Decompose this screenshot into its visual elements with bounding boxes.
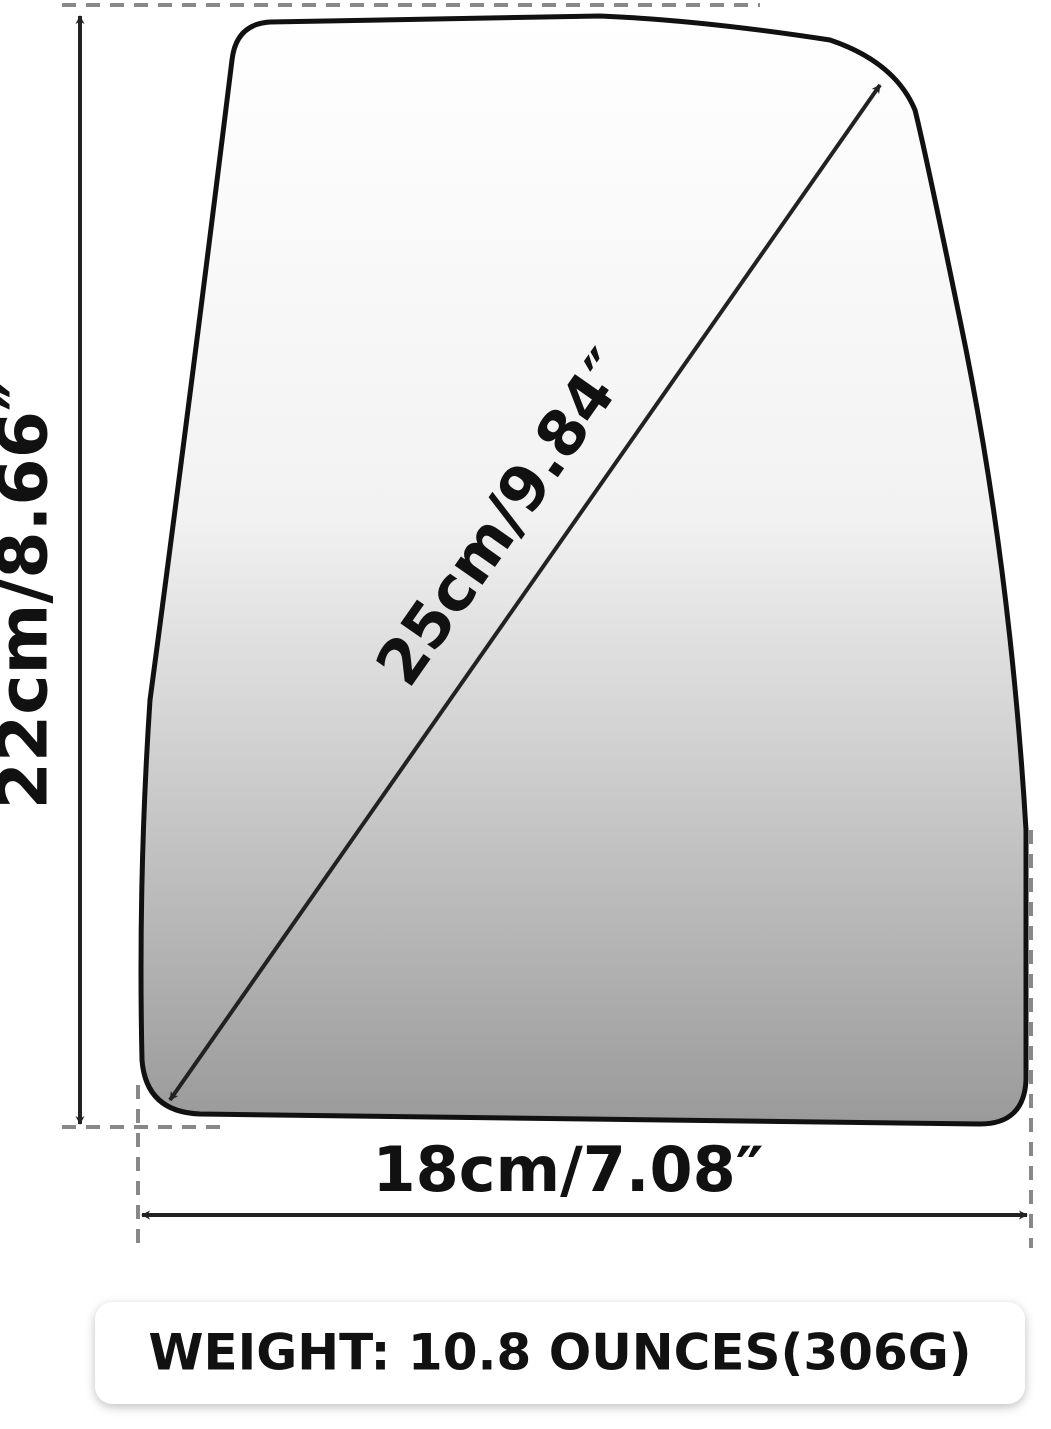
height-label: 22cm/8.66″: [0, 381, 64, 810]
diagonal-arrow: [168, 83, 882, 1102]
weight-label: WEIGHT: 10.8 OUNCES(306G): [148, 1324, 971, 1382]
weight-box: [95, 1302, 1025, 1404]
mirror-glass: [138, 13, 1029, 1127]
width-label: 18cm/7.08″: [373, 1133, 764, 1206]
